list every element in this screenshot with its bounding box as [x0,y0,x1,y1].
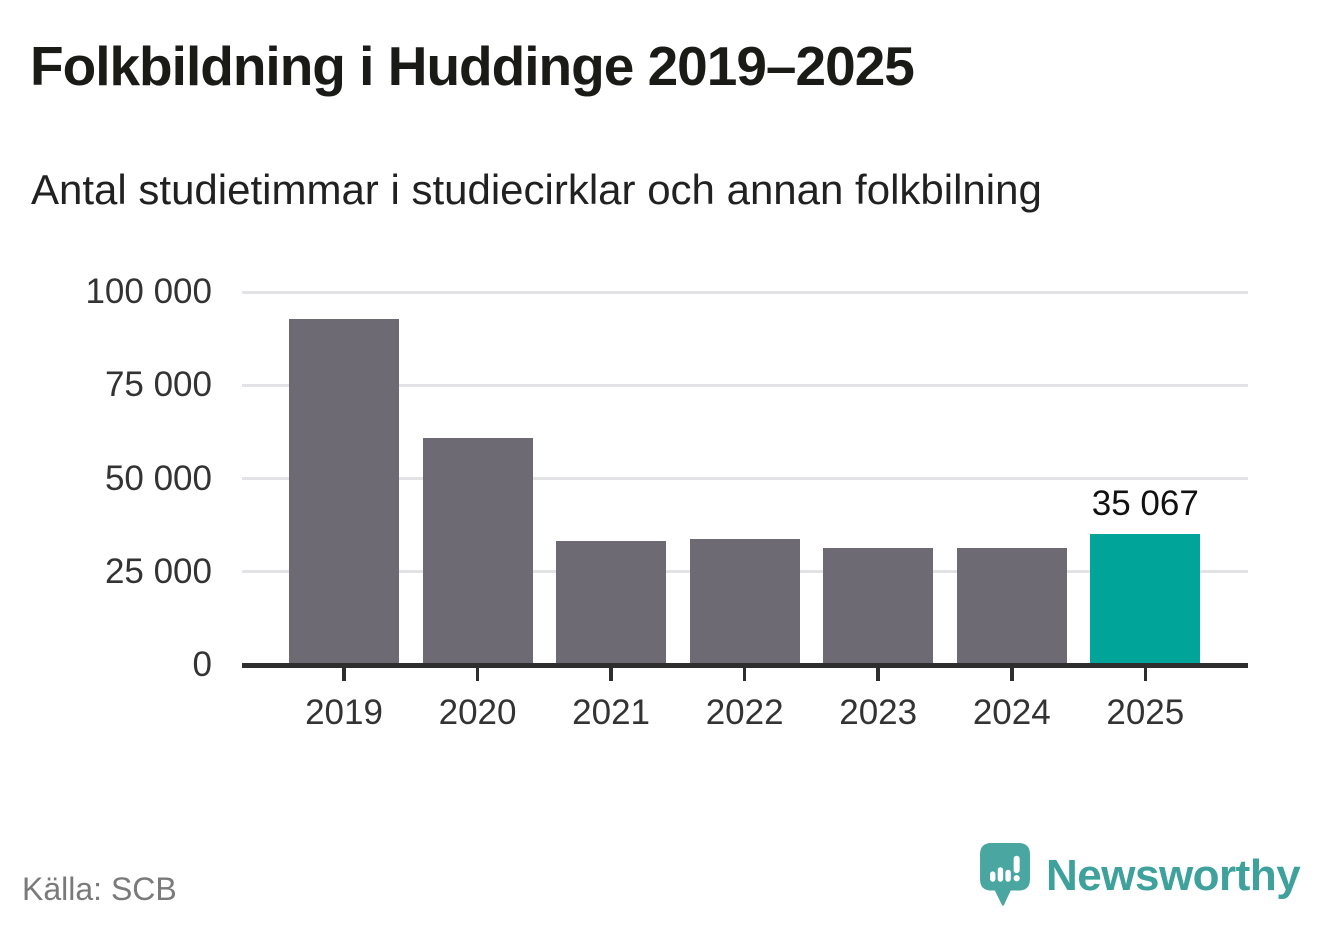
x-tick-label-2019: 2019 [305,693,383,732]
y-tick-label: 100 000 [85,272,212,311]
x-tick [742,667,747,681]
newsworthy-logo-text: Newsworthy [1046,850,1301,900]
y-tick-label: 25 000 [104,551,212,591]
x-tick [1010,667,1014,681]
x-tick-label-2022: 2022 [705,693,784,732]
y-tick-label: 50 000 [104,458,212,498]
x-tick [342,667,346,681]
highlight-value-label: 35 067 [1091,484,1199,524]
x-tick [1143,667,1148,681]
x-tick [876,667,880,681]
x-tick-label-2023: 2023 [839,693,918,732]
gridline-75000 [242,383,1248,387]
x-tick [609,667,613,681]
chart-title: Folkbildning i Huddinge 2019–2025 [30,35,915,97]
x-tick-label-2024: 2024 [972,693,1051,732]
newsworthy-logo: Newsworthy [980,843,1301,907]
chart-subtitle: Antal studietimmar i studiecirklar och a… [31,166,1042,213]
bar-2021 [556,540,667,665]
x-tick-label-2025: 2025 [1106,693,1185,732]
bar-2022 [689,538,800,665]
y-tick-label: 75 000 [104,365,212,405]
gridline-50000 [242,477,1248,480]
x-tick [475,667,480,681]
newsworthy-logo-icon [980,843,1030,906]
source-label: Källa: SCB [22,871,177,907]
y-tick-label: 0 [192,645,212,684]
bar-2024 [956,547,1067,665]
bar-2025 [1090,534,1201,665]
x-tick-label-2021: 2021 [572,693,651,732]
bar-2023 [823,547,934,665]
bar-2020 [422,438,533,665]
x-axis-line [242,662,1248,668]
x-tick-label-2020: 2020 [438,693,517,732]
bar-2019 [289,319,399,665]
gridline-100000 [242,290,1248,294]
